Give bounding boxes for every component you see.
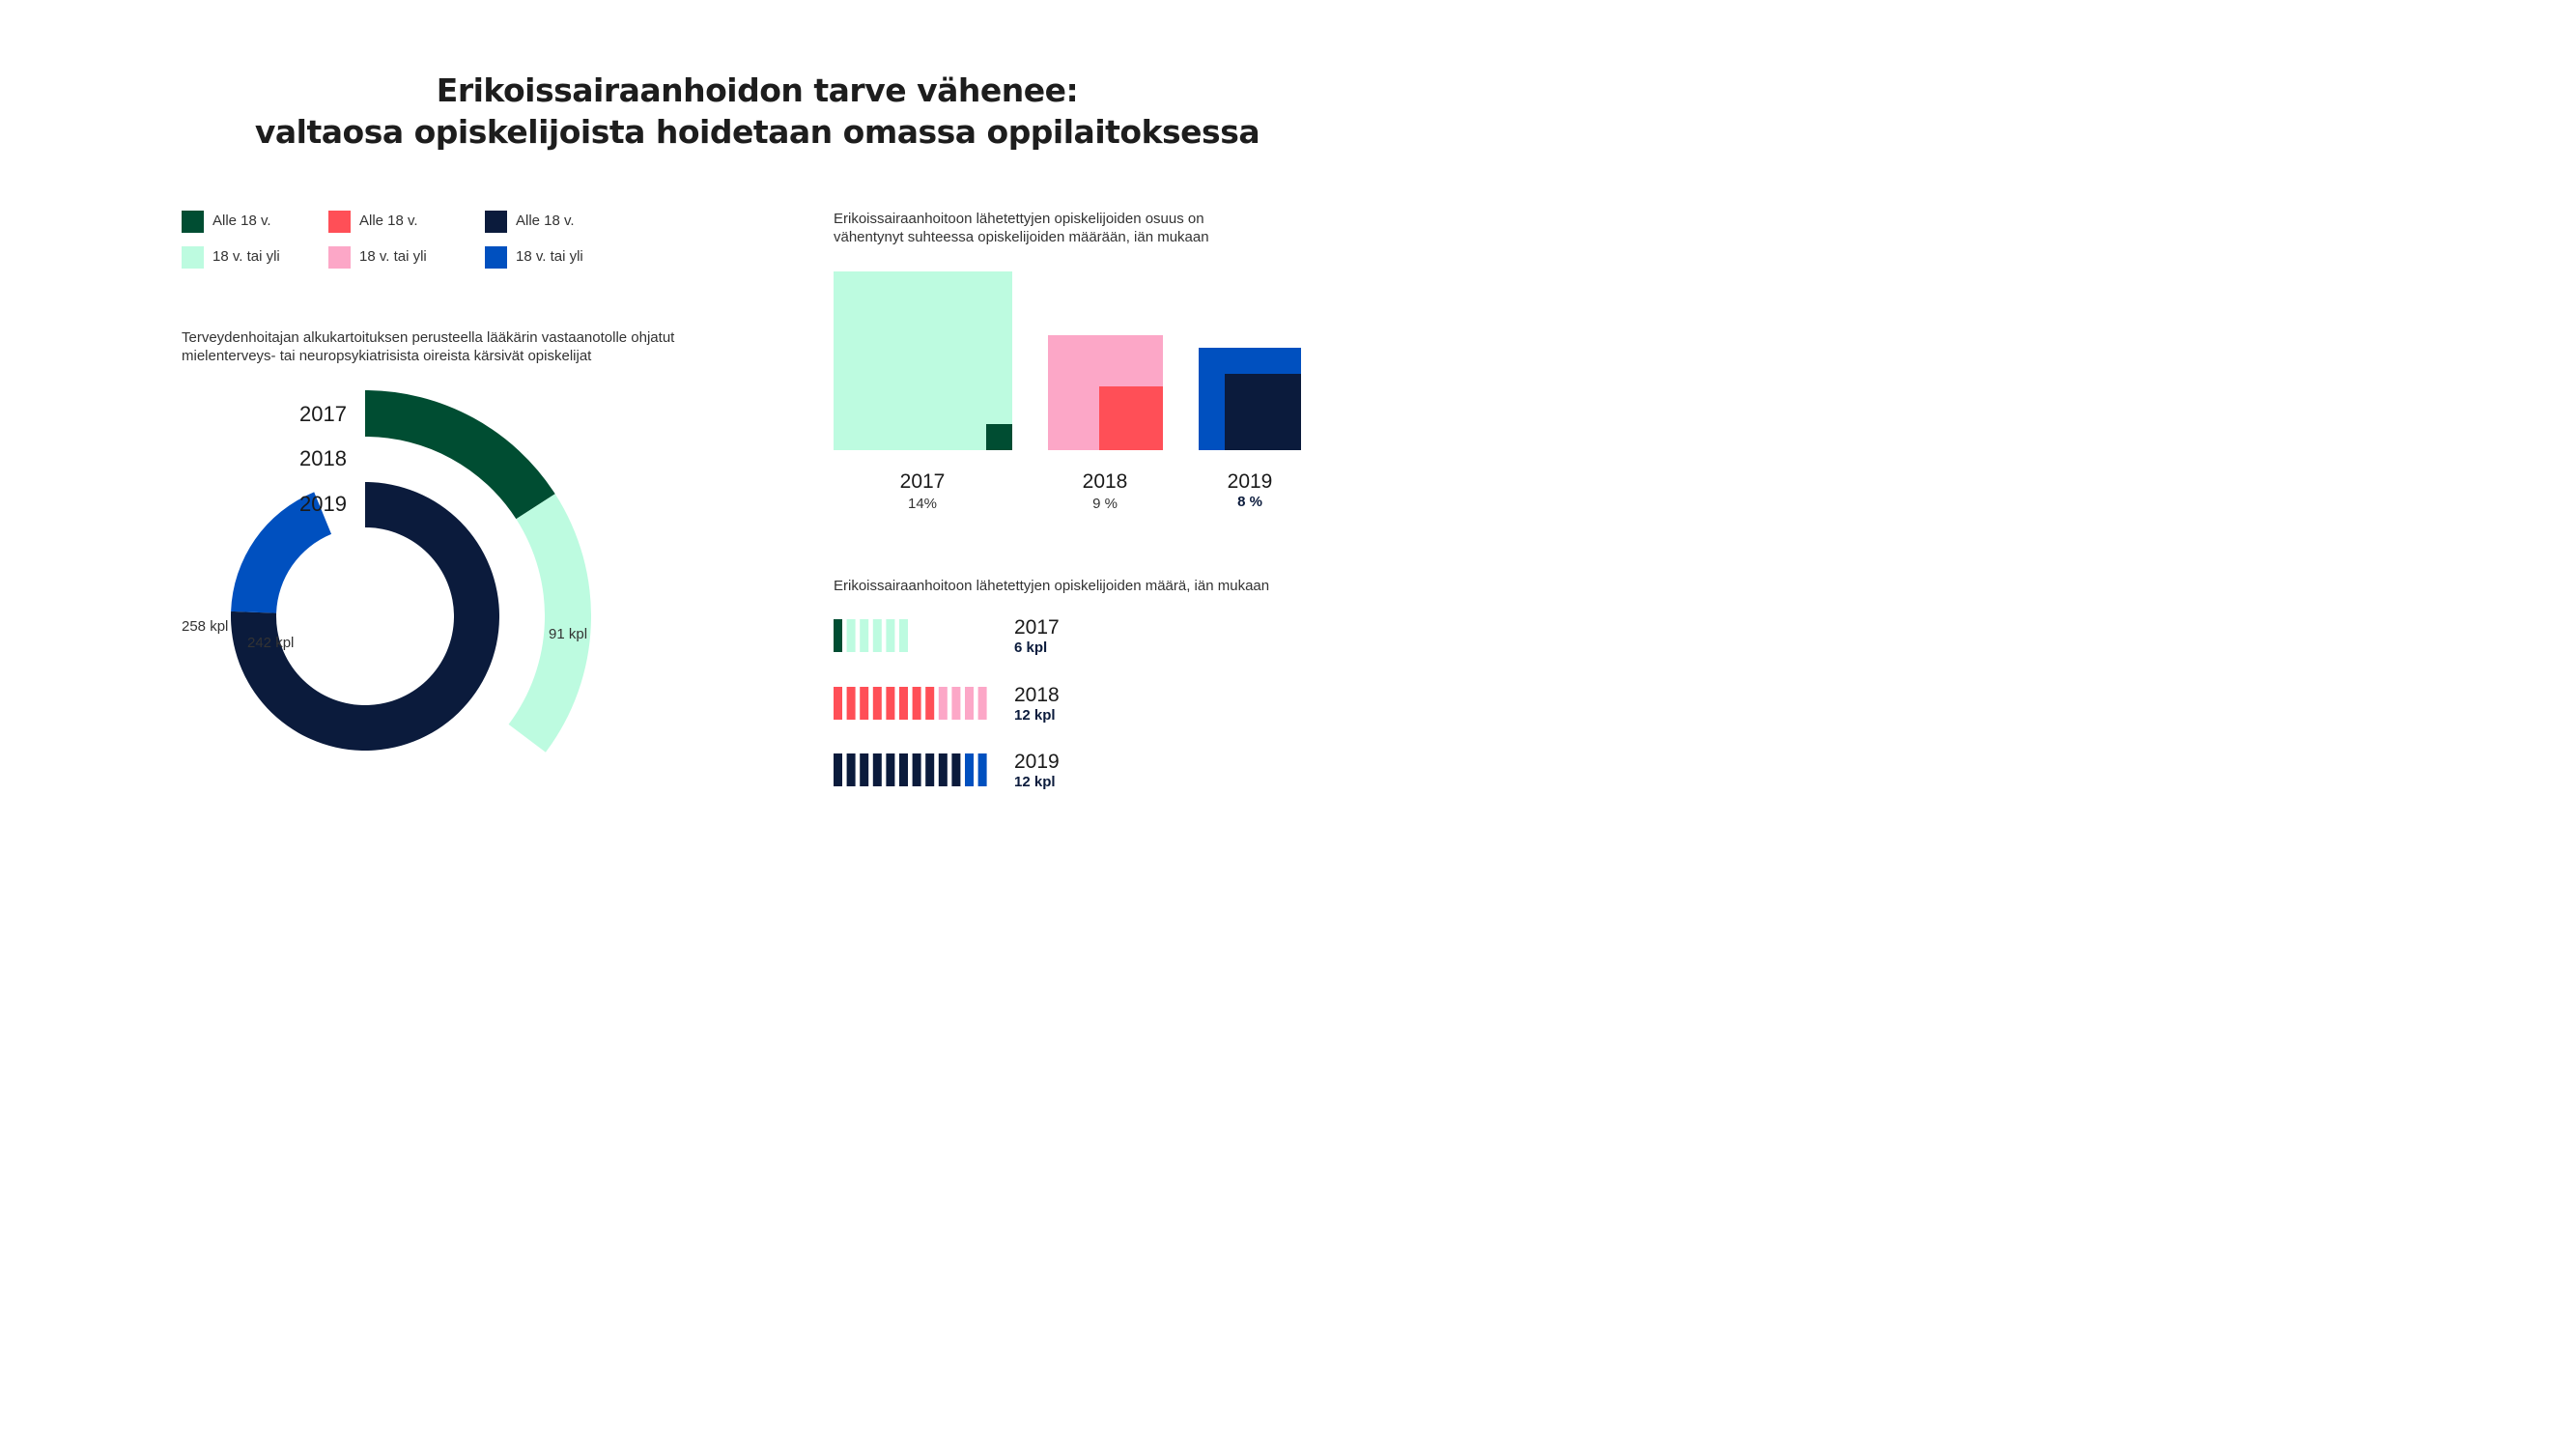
- tally-bar-2019-under18: [938, 753, 948, 786]
- legend-swatch-2018-under18: [328, 211, 351, 233]
- donut-year-2019: 2019: [299, 492, 347, 516]
- square-pct-2017: 14%: [907, 496, 938, 512]
- tally-bar-2018-under18: [872, 687, 882, 720]
- donut-label-2017: 91 kpl: [549, 626, 588, 642]
- tally-bar-2017-under18: [834, 619, 842, 652]
- donut-subtitle-line1: Terveydenhoitajan alkukartoituksen perus…: [182, 329, 675, 346]
- donut-arc-2017-under18: [365, 390, 555, 520]
- bar-year-2017: 2017: [1014, 616, 1060, 639]
- tally-bar-2017-over18: [860, 619, 869, 652]
- tally-bar-2018-over18: [965, 687, 974, 720]
- donut-label-2018: 258 kpl: [182, 618, 229, 635]
- tally-bar-2018-under18: [925, 687, 935, 720]
- tally-bar-2019-under18: [846, 753, 856, 786]
- legend-label-2018-under18: Alle 18 v.: [359, 213, 418, 229]
- tally-bar-2017-over18: [872, 619, 882, 652]
- square-pct-2018: 9 %: [1092, 496, 1118, 512]
- donut-subtitle-line2: mielenterveys- tai neuropsykiatrisista o…: [182, 348, 592, 364]
- tally-bar-2018-under18: [899, 687, 908, 720]
- legend-label-2019-over18: 18 v. tai yli: [516, 248, 583, 265]
- legend-label-2017-over18: 18 v. tai yli: [212, 248, 280, 265]
- tally-bar-2017-over18: [899, 619, 908, 652]
- tally-bar-2018-over18: [951, 687, 961, 720]
- legend-swatch-2018-over18: [328, 246, 351, 269]
- tally-bar-2018-over18: [938, 687, 948, 720]
- squares-subtitle-line2: vähentynyt suhteessa opiskelijoiden määr…: [834, 229, 1209, 245]
- legend-label-2017-under18: Alle 18 v.: [212, 213, 271, 229]
- donut-arc-2019-over18: [231, 492, 332, 613]
- tally-bar-2018-over18: [977, 687, 987, 720]
- tally-bar-2019-under18: [925, 753, 935, 786]
- bar-count-2019: 12 kpl: [1014, 774, 1056, 790]
- bars-subtitle: Erikoissairaanhoitoon lähetettyjen opisk…: [834, 578, 1270, 594]
- tally-bar-2019-over18: [965, 753, 974, 786]
- tally-bar-2019-under18: [834, 753, 842, 786]
- legend-swatch-2019-under18: [485, 211, 507, 233]
- tally-bar-2018-under18: [846, 687, 856, 720]
- legend-swatch-2017-over18: [182, 246, 204, 269]
- square-2017-under18: [986, 424, 1012, 450]
- legend-label-2018-over18: 18 v. tai yli: [359, 248, 427, 265]
- tally-bar-2018-under18: [834, 687, 842, 720]
- legend-label-2019-under18: Alle 18 v.: [516, 213, 575, 229]
- bar-count-2017: 6 kpl: [1014, 639, 1048, 656]
- donut-arc-2019-under18: [231, 482, 500, 751]
- tally-bar-2019-under18: [899, 753, 908, 786]
- tally-bar-2018-under18: [912, 687, 921, 720]
- bar-year-2019: 2019: [1014, 751, 1060, 773]
- infographic: Erikoissairaanhoidon tarve vähenee: valt…: [0, 0, 1514, 852]
- tally-bar-2019-under18: [912, 753, 921, 786]
- tally-bar-2017-over18: [846, 619, 856, 652]
- square-year-2018: 2018: [1082, 470, 1128, 493]
- tally-bar-2019-under18: [872, 753, 882, 786]
- square-2018-under18: [1099, 386, 1163, 450]
- bar-year-2018: 2018: [1014, 684, 1060, 706]
- main-title-line1: Erikoissairaanhoidon tarve vähenee:: [436, 71, 1079, 109]
- tally-chart: [834, 619, 987, 786]
- main-title-line2: valtaosa opiskelijoista hoidetaan omassa…: [254, 113, 1260, 151]
- square-2019-under18: [1225, 374, 1301, 450]
- tally-bar-2018-under18: [886, 687, 895, 720]
- donut-year-2017: 2017: [299, 402, 347, 426]
- square-pct-2019: 8 %: [1237, 494, 1262, 510]
- tally-bar-2019-under18: [860, 753, 869, 786]
- bar-count-2018: 12 kpl: [1014, 707, 1056, 724]
- donut-chart: [231, 390, 591, 753]
- legend-swatch-2017-under18: [182, 211, 204, 233]
- squares-subtitle: Erikoissairaanhoitoon lähetettyjen opisk…: [834, 210, 1336, 246]
- donut-subtitle: Terveydenhoitajan alkukartoituksen perus…: [182, 328, 780, 365]
- donut-arc-2017-over18: [508, 494, 591, 753]
- tally-bar-2018-under18: [860, 687, 869, 720]
- square-year-2017: 2017: [899, 470, 946, 493]
- tally-bar-2017-over18: [886, 619, 895, 652]
- tally-bar-2019-under18: [951, 753, 961, 786]
- tally-bar-2019-under18: [886, 753, 895, 786]
- square-2017-total: [834, 271, 1012, 450]
- tally-bar-2019-over18: [977, 753, 987, 786]
- square-year-2019: 2019: [1227, 470, 1273, 493]
- squares-subtitle-line1: Erikoissairaanhoitoon lähetettyjen opisk…: [834, 211, 1204, 227]
- donut-year-2018: 2018: [299, 446, 347, 470]
- donut-label-2019: 242 kpl: [247, 635, 295, 651]
- legend-swatch-2019-over18: [485, 246, 507, 269]
